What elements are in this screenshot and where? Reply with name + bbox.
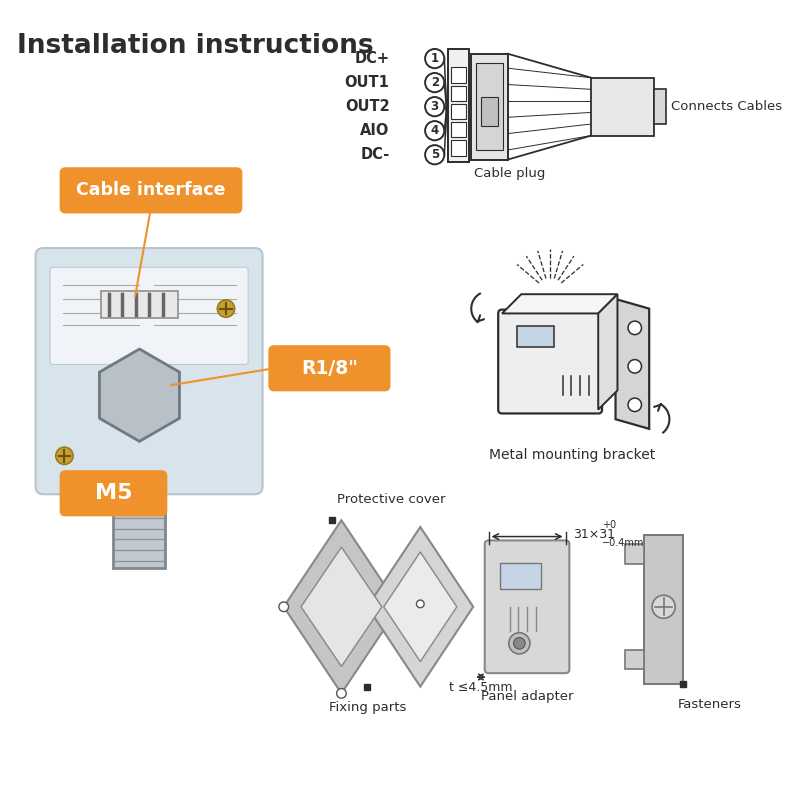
Text: Fixing parts: Fixing parts (329, 701, 406, 714)
Circle shape (652, 595, 675, 618)
Polygon shape (284, 520, 399, 694)
Text: −0.4mm: −0.4mm (602, 538, 645, 549)
Bar (448, 49, 470, 162)
Polygon shape (367, 527, 473, 686)
Polygon shape (625, 544, 644, 563)
Bar (500, 562, 541, 590)
Text: DC+: DC+ (354, 51, 390, 66)
Bar (481, 97, 498, 126)
Polygon shape (502, 294, 618, 314)
Text: t ≤4.5mm: t ≤4.5mm (449, 681, 513, 694)
Text: Cable interface: Cable interface (76, 182, 226, 199)
Bar (591, 78, 654, 135)
Circle shape (56, 447, 73, 465)
Text: Cable plug: Cable plug (474, 167, 546, 180)
Circle shape (417, 600, 424, 608)
Circle shape (628, 360, 642, 373)
FancyBboxPatch shape (50, 267, 248, 365)
Bar (518, 326, 554, 347)
Circle shape (514, 638, 525, 649)
Circle shape (628, 398, 642, 411)
Circle shape (218, 300, 234, 318)
Bar (654, 90, 666, 124)
FancyBboxPatch shape (498, 310, 602, 414)
Polygon shape (384, 552, 457, 662)
Text: 31×31: 31×31 (574, 528, 615, 541)
Polygon shape (644, 534, 683, 684)
Bar (101, 291, 178, 318)
Text: Panel adapter: Panel adapter (481, 690, 574, 703)
Text: 4: 4 (430, 124, 439, 138)
Text: Installation instructions: Installation instructions (18, 33, 374, 58)
Circle shape (337, 689, 346, 698)
Text: +0: +0 (602, 520, 616, 530)
FancyBboxPatch shape (60, 470, 167, 516)
Text: OUT1: OUT1 (345, 75, 390, 90)
Bar (451, 67, 466, 82)
Bar (476, 63, 503, 150)
Text: 1: 1 (430, 52, 438, 65)
Polygon shape (301, 547, 382, 666)
Circle shape (279, 602, 289, 611)
FancyBboxPatch shape (35, 248, 262, 494)
Bar (451, 140, 466, 156)
Bar (451, 86, 466, 101)
Bar (451, 104, 466, 119)
Text: M5: M5 (94, 483, 132, 503)
Circle shape (124, 476, 155, 506)
FancyBboxPatch shape (485, 541, 570, 673)
Text: OUT2: OUT2 (345, 99, 390, 114)
Text: Fasteners: Fasteners (678, 698, 742, 711)
Text: Metal mounting bracket: Metal mounting bracket (489, 448, 655, 462)
FancyBboxPatch shape (268, 345, 390, 391)
Text: R1/8": R1/8" (301, 358, 358, 378)
FancyBboxPatch shape (60, 167, 242, 214)
Text: Protective cover: Protective cover (337, 493, 445, 506)
Polygon shape (615, 299, 649, 429)
Text: Connects Cables: Connects Cables (671, 100, 782, 113)
Circle shape (628, 321, 642, 334)
Bar (471, 54, 508, 159)
Bar (114, 477, 166, 568)
Polygon shape (625, 650, 644, 670)
Text: AIO: AIO (360, 123, 390, 138)
Polygon shape (598, 294, 618, 410)
Text: 3: 3 (430, 100, 438, 113)
Bar (451, 122, 466, 138)
Text: 5: 5 (430, 148, 439, 162)
Polygon shape (99, 349, 179, 442)
Text: 2: 2 (430, 76, 438, 89)
Text: DC-: DC- (360, 147, 390, 162)
Circle shape (509, 633, 530, 654)
